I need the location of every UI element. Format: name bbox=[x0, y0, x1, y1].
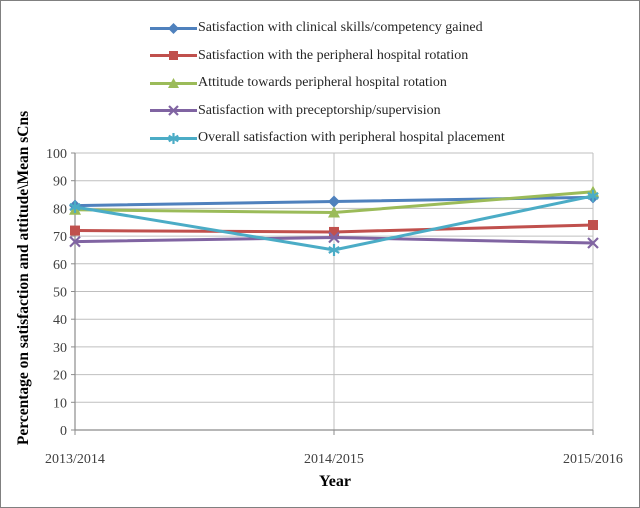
legend-label: Satisfaction with clinical skills/compet… bbox=[198, 20, 483, 36]
asterisk-legend-icon bbox=[150, 132, 197, 144]
y-tick-label: 20 bbox=[53, 369, 67, 384]
y-tick-label: 10 bbox=[53, 396, 67, 411]
asterisk-marker-icon bbox=[69, 201, 81, 214]
x-tick-label: 2015/2016 bbox=[563, 452, 623, 467]
diamond-marker-icon bbox=[328, 195, 340, 208]
triangle-marker-icon bbox=[328, 206, 340, 218]
y-axis-title: Percentage on satisfaction and attitude\… bbox=[15, 110, 32, 446]
x-tick-label: 2013/2014 bbox=[45, 452, 105, 467]
y-tick-label: 40 bbox=[53, 313, 67, 328]
y-tick-label: 90 bbox=[53, 175, 67, 190]
legend-item-4: Overall satisfaction with peripheral hos… bbox=[150, 130, 505, 147]
y-tick-label: 80 bbox=[53, 202, 67, 217]
series-1 bbox=[70, 220, 598, 237]
asterisk-marker-icon bbox=[587, 189, 599, 202]
legend-item-0: Satisfaction with clinical skills/compet… bbox=[150, 20, 505, 37]
legend-label: Satisfaction with the peripheral hospita… bbox=[198, 47, 469, 63]
series-3 bbox=[69, 231, 599, 249]
legend-item-3: Satisfaction with preceptorship/supervis… bbox=[150, 103, 505, 120]
square-marker-icon bbox=[169, 51, 178, 61]
asterisk-marker-icon bbox=[328, 243, 340, 256]
triangle-marker-icon bbox=[168, 77, 179, 88]
y-tick-label: 60 bbox=[53, 258, 67, 273]
y-tick-label: 50 bbox=[53, 286, 67, 301]
legend-label: Overall satisfaction with peripheral hos… bbox=[198, 130, 505, 146]
x-tick-label: 2014/2015 bbox=[304, 452, 364, 467]
y-tick-label: 100 bbox=[46, 147, 67, 162]
square-marker-icon bbox=[329, 226, 339, 237]
square-legend-icon bbox=[150, 51, 197, 61]
chart-legend: Satisfaction with clinical skills/compet… bbox=[150, 20, 505, 147]
legend-item-1: Satisfaction with the peripheral hospita… bbox=[150, 48, 505, 65]
x-legend-icon bbox=[150, 105, 197, 117]
y-tick-label: 70 bbox=[53, 230, 67, 245]
x-marker-icon bbox=[587, 237, 599, 249]
triangle-legend-icon bbox=[150, 77, 197, 88]
y-tick-label: 30 bbox=[53, 341, 67, 356]
series-4 bbox=[69, 189, 599, 256]
x-marker-icon bbox=[69, 235, 81, 248]
legend-label: Satisfaction with preceptorship/supervis… bbox=[198, 102, 441, 118]
legend-item-2: Attitude towards peripheral hospital rot… bbox=[150, 75, 505, 92]
x-marker-icon bbox=[328, 231, 340, 244]
asterisk-marker-icon bbox=[168, 132, 179, 144]
square-marker-icon bbox=[588, 220, 598, 231]
diamond-legend-icon bbox=[150, 22, 197, 34]
diamond-marker-icon bbox=[168, 22, 179, 34]
legend-label: Attitude towards peripheral hospital rot… bbox=[198, 75, 447, 91]
x-axis-title: Year bbox=[319, 473, 351, 490]
x-marker-icon bbox=[168, 105, 179, 117]
square-marker-icon bbox=[70, 225, 80, 236]
y-tick-label: 0 bbox=[60, 424, 67, 439]
